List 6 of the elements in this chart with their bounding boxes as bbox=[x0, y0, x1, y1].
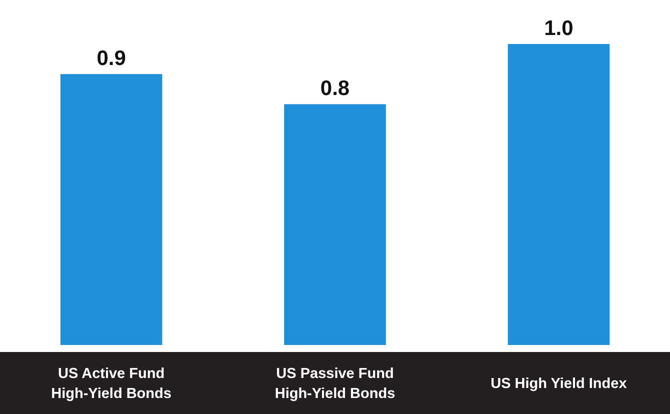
data-label: 0.8 bbox=[320, 77, 350, 100]
data-label: 0.9 bbox=[96, 47, 126, 70]
x-tick-label: US Active Fund High-Yield Bonds bbox=[51, 366, 172, 402]
x-tick-label: US High Yield Index bbox=[490, 376, 627, 392]
data-label: 1.0 bbox=[544, 17, 574, 40]
x-tick-label: US Passive Fund High-Yield Bonds bbox=[274, 366, 396, 402]
